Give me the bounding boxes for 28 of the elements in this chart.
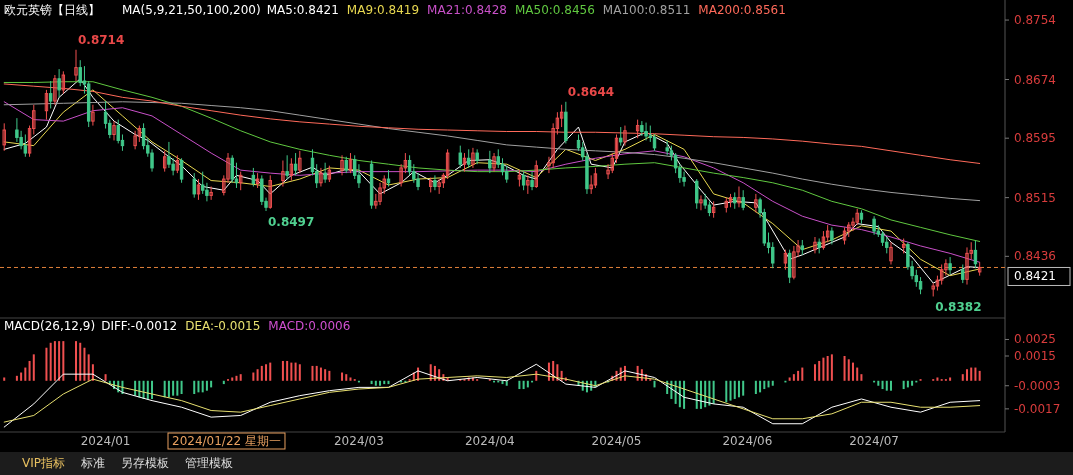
text: 标准 xyxy=(79,456,105,470)
annotation: 0.8382 xyxy=(935,300,982,315)
text: 2024/01/22 星期一 xyxy=(172,434,281,448)
y-tick-label: 0.0025 xyxy=(1014,332,1056,347)
legend: MA(5,9,21,50,100,200) MA5:0.8421 MA9:0.8419 MA21:0.8428 MA50:0.8456 MA100:0.8511 MA200:0.8561 xyxy=(122,3,786,17)
x-tick-label: 2024/06 xyxy=(722,434,773,448)
chart-title: 欧元英镑【日线】 xyxy=(4,3,100,17)
y-tick-label: -0.0017 xyxy=(1014,401,1061,416)
y-tick-label: 0.8754 xyxy=(1014,13,1056,28)
x-tick-label: 2024/04 xyxy=(464,434,515,448)
x-tick-label: 2024/03 xyxy=(334,434,384,448)
text: VIP指标 xyxy=(22,456,65,470)
y-tick-label: 0.8436 xyxy=(1014,249,1056,264)
ref-line-label: 0.8421 xyxy=(1014,269,1056,284)
annotation: 0.8644 xyxy=(567,84,615,99)
y-tick-label: -0.0003 xyxy=(1014,378,1061,393)
text: 另存模板 xyxy=(120,456,169,470)
x-tick-label: 2024/07 xyxy=(849,434,900,448)
text: 管理模板 xyxy=(184,456,233,470)
x-tick-label: 2024/05 xyxy=(591,434,642,448)
y-tick-label: 0.8515 xyxy=(1014,190,1056,205)
x-tick-label: 2024/01 xyxy=(80,434,131,448)
legend: MACD(26,12,9) DIFF:-0.0012 DEA:-0.0015 MACD:0.0006 xyxy=(4,319,351,333)
y-tick-label: 0.0015 xyxy=(1014,349,1056,363)
annotation: 0.8714 xyxy=(78,32,125,47)
y-tick-label: 0.8595 xyxy=(1014,131,1056,146)
annotation: 0.8497 xyxy=(268,215,315,230)
y-tick-label: 0.8674 xyxy=(1014,72,1056,87)
